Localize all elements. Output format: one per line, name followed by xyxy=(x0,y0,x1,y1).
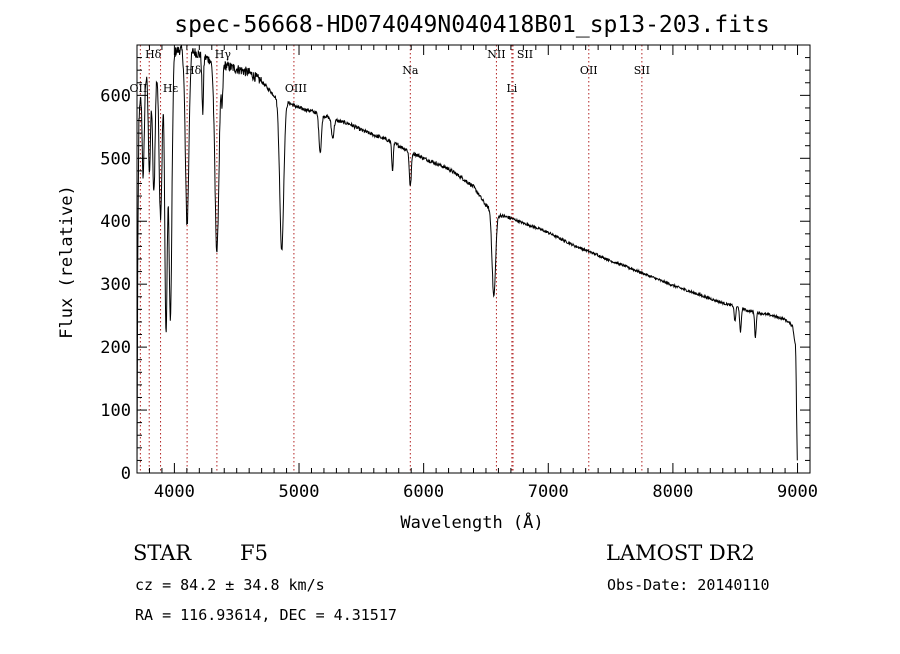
ra-dec-coordinates: RA = 116.93614, DEC = 4.31517 xyxy=(135,606,397,624)
spectral-line-label: SII xyxy=(517,48,533,61)
spectral-line-label: SII xyxy=(634,64,650,77)
object-subclass: F5 xyxy=(240,541,268,565)
y-axis-label: Flux (relative) xyxy=(57,185,77,339)
x-tick-label: 9000 xyxy=(777,482,818,502)
x-tick-label: 8000 xyxy=(652,482,693,502)
plot-axes: 4000 5000 6000 7000 8000 9000 0 100 200 300 400 500… xyxy=(100,44,818,502)
y-tick-label: 600 xyxy=(100,86,131,106)
y-tick-label: 200 xyxy=(100,338,131,358)
x-tick-label: 4000 xyxy=(154,482,195,502)
y-tick-label: 500 xyxy=(100,149,131,169)
observation-date: Obs-Date: 20140110 xyxy=(607,576,770,594)
spectral-line-markers xyxy=(139,45,643,473)
spectral-line-label: Li xyxy=(506,82,517,95)
object-class: STAR xyxy=(133,541,192,565)
x-tick-label: 5000 xyxy=(279,482,320,502)
y-tick-label: 400 xyxy=(100,212,131,232)
spectral-line-label: OIII xyxy=(285,82,307,95)
spectral-line-label: Hγ xyxy=(215,48,232,61)
spectral-line-label: NII xyxy=(487,48,505,61)
spectral-line-label: OII xyxy=(580,64,598,77)
plot-frame xyxy=(136,44,811,474)
spectral-line-label: Hδ xyxy=(145,48,162,61)
x-tick-label: 7000 xyxy=(528,482,569,502)
flux-spectrum-line xyxy=(136,45,798,472)
x-axis-label: Wavelength (Å) xyxy=(400,511,543,533)
y-tick-label: 300 xyxy=(100,275,131,295)
spectrum-series xyxy=(136,45,798,472)
spectral-line-label: OII xyxy=(130,82,148,95)
spectral-line-label: Hε xyxy=(163,82,179,95)
y-tick-label: 100 xyxy=(100,401,131,421)
chart-title: spec-56668-HD074049N040418B01_sp13-203.f… xyxy=(174,12,769,38)
spectral-line-label: Na xyxy=(402,64,419,77)
x-tick-label: 6000 xyxy=(403,482,444,502)
survey-name: LAMOST DR2 xyxy=(606,541,755,565)
spectral-line-labels: Hδ OII Hε Hδ Hγ OIII Na NII SII Li OII SII xyxy=(130,48,650,95)
redshift-cz: cz = 84.2 ± 34.8 km/s xyxy=(135,576,325,594)
y-tick-label: 0 xyxy=(121,464,131,484)
spectral-line-label: Hδ xyxy=(185,64,202,77)
